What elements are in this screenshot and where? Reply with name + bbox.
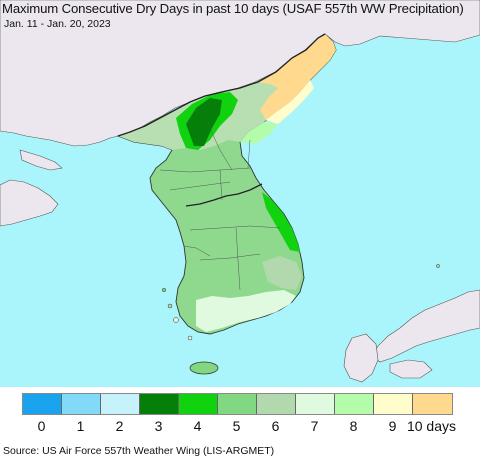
china-shandong-land bbox=[0, 179, 59, 227]
legend-swatch bbox=[296, 394, 335, 414]
legend-swatch bbox=[335, 394, 374, 414]
sk-east-coast-4day-zone bbox=[262, 192, 300, 252]
legend-swatch bbox=[62, 394, 101, 414]
legend-tick-label: 4 bbox=[193, 418, 202, 434]
legend-colorbar bbox=[22, 393, 453, 415]
legend-swatch bbox=[101, 394, 140, 414]
province-borders bbox=[159, 119, 281, 291]
legend-swatch bbox=[257, 394, 296, 414]
legend-swatch bbox=[140, 394, 179, 414]
legend-tick-label: 3 bbox=[154, 418, 163, 434]
legend-tick-label: 10 days bbox=[406, 418, 457, 434]
legend-labels: 0 1 2 3 4 5 6 7 8 9 10 days bbox=[22, 418, 462, 436]
ne-coast-9day-zone bbox=[266, 80, 314, 124]
sw-island bbox=[161, 287, 167, 293]
sk-southeast-6day-zone bbox=[262, 256, 302, 290]
legend-tick-label: 5 bbox=[232, 418, 241, 434]
sk-south-7day-zone bbox=[196, 290, 296, 332]
map-panel bbox=[0, 0, 480, 387]
map-title: Maximum Consecutive Dry Days in past 10 … bbox=[2, 1, 464, 16]
nk-china-border bbox=[117, 33, 326, 137]
sw-island bbox=[173, 317, 179, 323]
legend-tick-label: 0 bbox=[37, 418, 46, 434]
date-range: Jan. 11 - Jan. 20, 2023 bbox=[4, 18, 111, 30]
legend-swatch bbox=[218, 394, 257, 414]
china-liaodong-coast bbox=[19, 149, 63, 171]
nk-north-light-zone bbox=[118, 34, 336, 150]
dmz-border bbox=[185, 183, 263, 207]
japan-kyushu bbox=[343, 333, 379, 383]
source-credit: Source: US Air Force 557th Weather Wing … bbox=[3, 445, 275, 457]
legend-tick-label: 1 bbox=[76, 418, 85, 434]
ulleungdo-island bbox=[436, 264, 440, 268]
legend-tick-label: 8 bbox=[349, 418, 358, 434]
jeju-island bbox=[189, 361, 219, 375]
legend-swatch bbox=[413, 394, 452, 414]
legend-swatch bbox=[179, 394, 218, 414]
legend-tick-label: 9 bbox=[388, 418, 397, 434]
legend-swatch bbox=[374, 394, 413, 414]
precipitation-map bbox=[0, 0, 480, 387]
legend-tick-label: 6 bbox=[271, 418, 280, 434]
legend-swatch bbox=[23, 394, 62, 414]
legend-tick-label: 7 bbox=[310, 418, 319, 434]
ne-coast-long-dry-zone bbox=[258, 34, 336, 120]
ne-coast-8day-zone bbox=[240, 122, 278, 144]
japan-shikoku bbox=[389, 359, 433, 379]
sw-island bbox=[187, 335, 193, 341]
nk-central-3day-zone bbox=[186, 98, 222, 146]
legend-tick-label: 2 bbox=[115, 418, 124, 434]
sw-island bbox=[167, 303, 173, 309]
